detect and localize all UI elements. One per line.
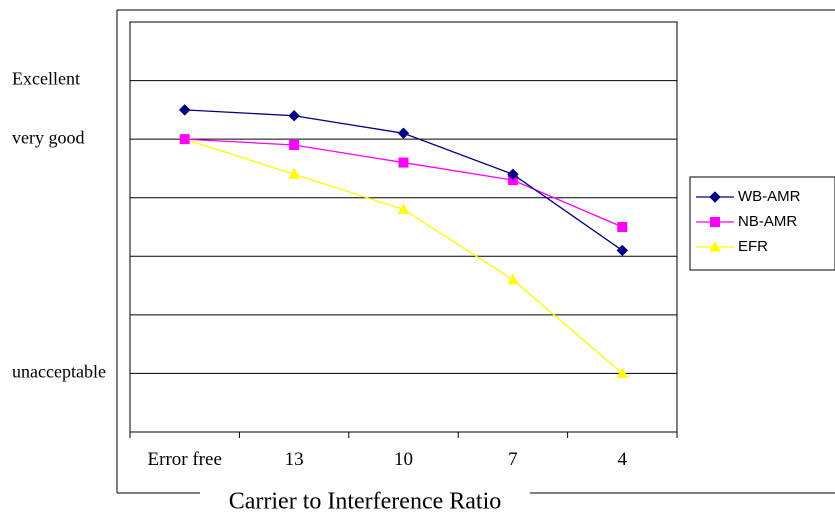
series-group: [178, 104, 629, 378]
legend-marker: [709, 240, 721, 252]
y-level-label: unacceptable: [12, 362, 106, 382]
data-point-efr: [616, 367, 629, 378]
legend-item-nb-amr: NB-AMR: [696, 213, 797, 230]
gridlines: [130, 21, 677, 374]
x-axis: Error free 13 10 7 4: [129, 432, 678, 470]
data-point-efr: [288, 168, 300, 179]
data-point-wb-amr: [397, 127, 410, 139]
legend-label: WB-AMR: [738, 188, 801, 205]
data-point-nb-amr: [179, 134, 190, 145]
data-point-efr: [397, 203, 410, 214]
x-tick-label: 7: [508, 449, 518, 470]
data-point-efr: [507, 273, 519, 285]
data-point-wb-amr: [178, 104, 191, 116]
legend: WB-AMR NB-AMR EFR: [689, 176, 835, 271]
data-point-nb-amr: [289, 140, 300, 150]
x-tick-label: Error free: [148, 449, 222, 470]
y-level-label: Excellent: [12, 69, 80, 89]
y-level-label: very good: [12, 127, 84, 147]
legend-label: EFR: [738, 238, 768, 255]
legend-item-wb-amr: WB-AMR: [696, 188, 801, 205]
legend-label: NB-AMR: [738, 213, 797, 230]
data-point-nb-amr: [398, 157, 409, 168]
data-point-nb-amr: [617, 222, 628, 232]
x-tick-label: 4: [618, 449, 628, 470]
y-axis-labels: Excellent very good unacceptable: [12, 69, 106, 382]
series-wb-amr: [178, 104, 629, 257]
plot-area: [129, 21, 678, 433]
x-tick-label: 10: [394, 449, 413, 470]
data-point-wb-amr: [507, 168, 519, 180]
data-point-wb-amr: [288, 110, 300, 122]
legend-item-efr: EFR: [696, 238, 768, 255]
data-point-wb-amr: [616, 244, 629, 257]
series-nb-amr: [179, 134, 628, 232]
x-axis-title: Carrier to Interference Ratio: [229, 489, 502, 514]
legend-marker: [710, 217, 720, 227]
legend-marker: [709, 191, 721, 203]
chart-frame: [116, 9, 835, 494]
x-tick-label: 13: [285, 449, 304, 470]
